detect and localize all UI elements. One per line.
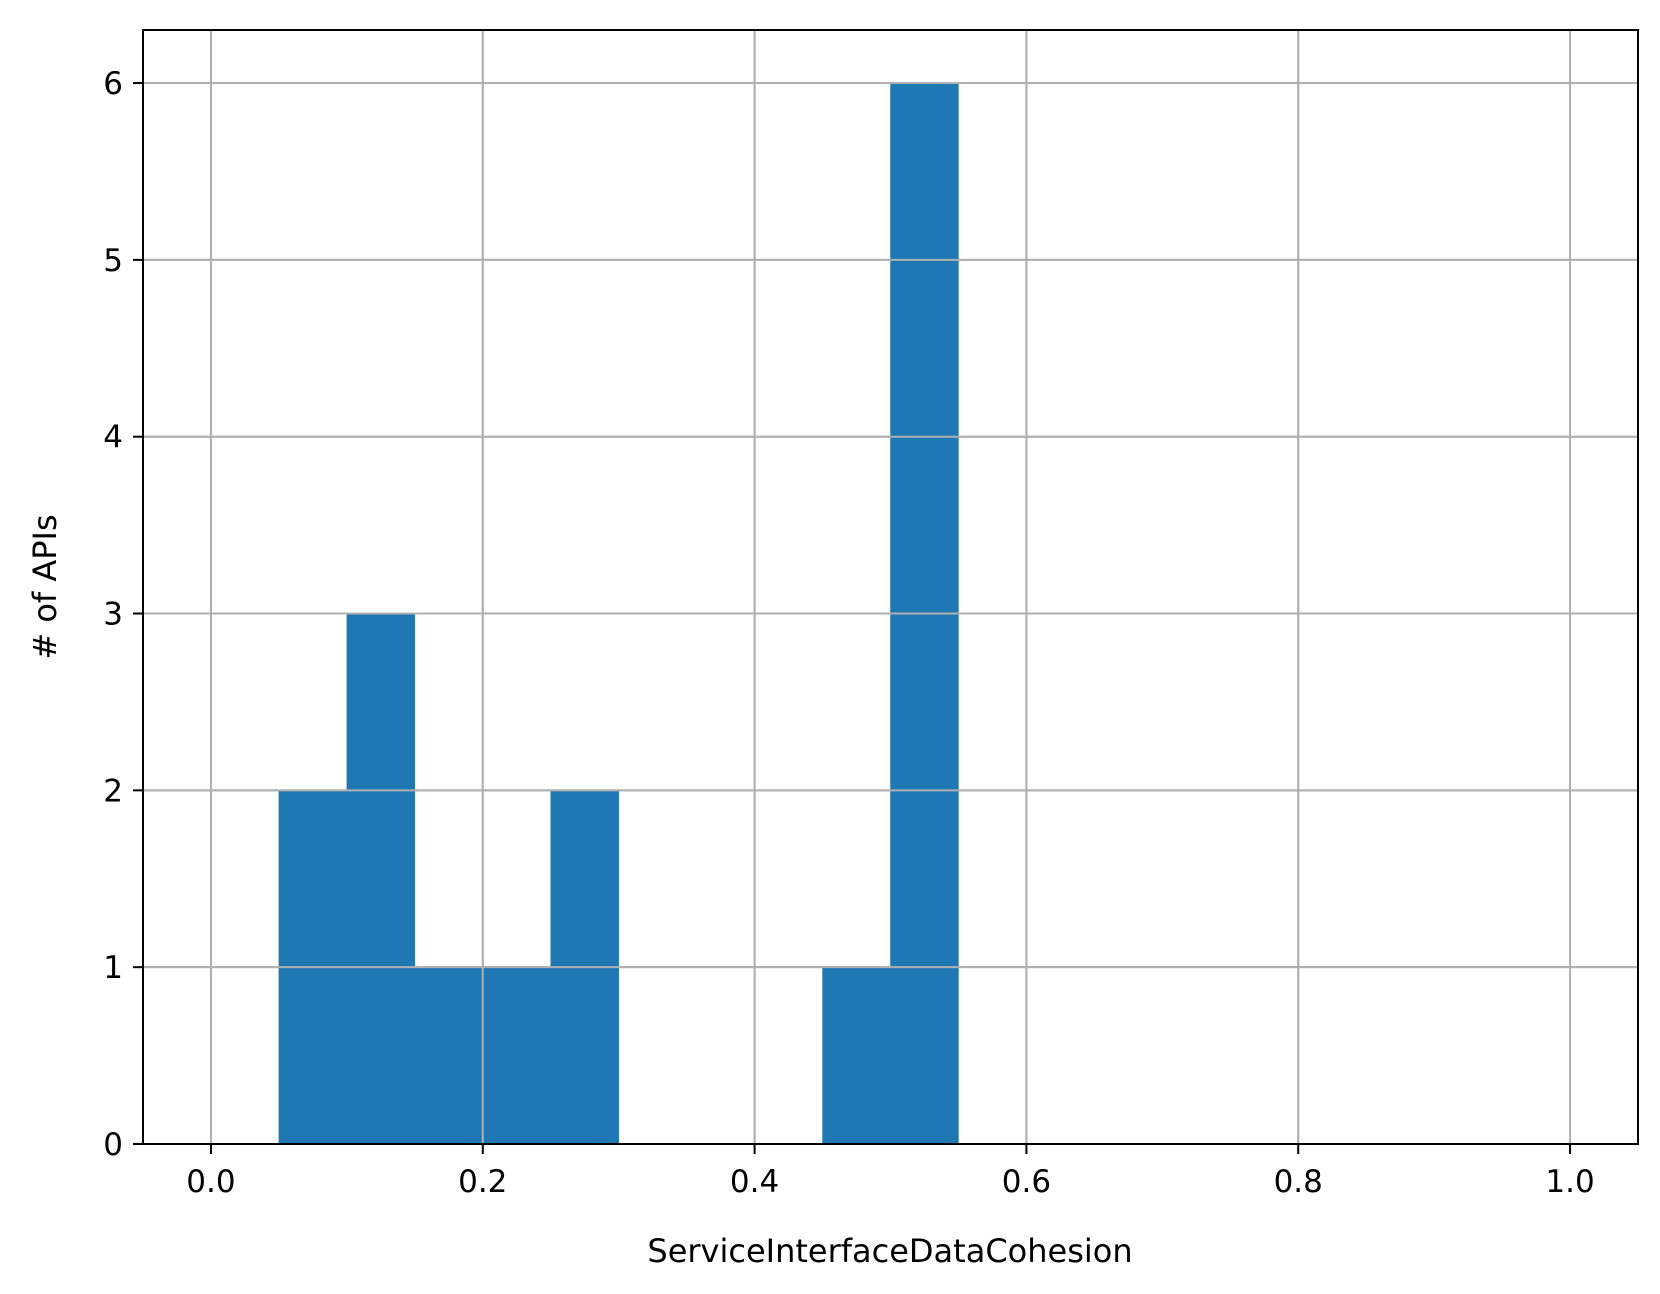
y-tick-label-1: 1	[103, 950, 123, 986]
x-tick-label-0: 0.0	[186, 1164, 235, 1200]
y-axis-ticks: 0 1 2 3 4 5 6	[103, 66, 143, 1163]
x-tick-label-1: 0.2	[458, 1164, 507, 1200]
y-axis-label: # of APIs	[26, 514, 64, 659]
x-axis-ticks: 0.0 0.2 0.4 0.6 0.8 1.0	[186, 1144, 1595, 1200]
y-tick-label-3: 3	[103, 597, 123, 633]
x-tick-label-5: 1.0	[1545, 1164, 1594, 1200]
y-tick-label-0: 0	[103, 1127, 123, 1163]
y-tick-label-2: 2	[103, 773, 123, 809]
histogram-bar-2	[414, 966, 484, 1145]
plot-frame	[142, 29, 1639, 1145]
histogram-bar-3	[482, 966, 551, 1145]
x-tick-label-3: 0.6	[1002, 1164, 1051, 1200]
histogram-bar-5	[822, 966, 891, 1145]
x-tick-label-4: 0.8	[1274, 1164, 1323, 1200]
x-tick-label-2: 0.4	[730, 1164, 779, 1200]
grid-lines-overlay	[143, 30, 1638, 1145]
y-tick-label-4: 4	[103, 420, 123, 456]
y-tick-label-6: 6	[103, 66, 123, 102]
y-tick-label-5: 5	[103, 243, 123, 279]
histogram-bar-1	[346, 613, 416, 1145]
x-axis-label: ServiceInterfaceDataCohesion	[647, 1232, 1132, 1270]
